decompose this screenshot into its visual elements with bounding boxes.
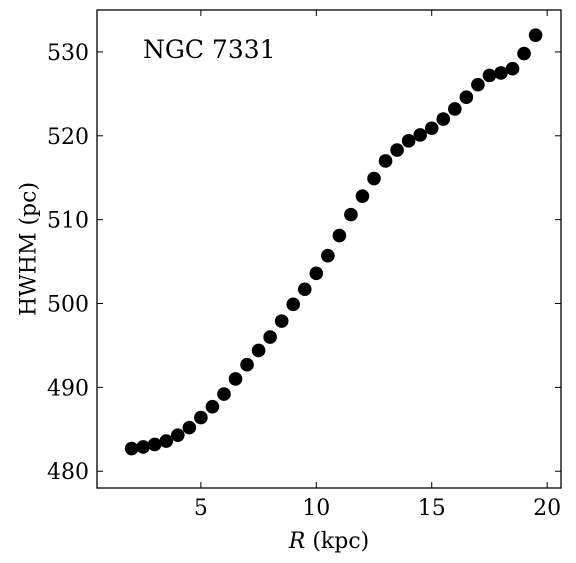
data-point: [297, 282, 312, 297]
data-point: [286, 297, 301, 312]
data-point: [170, 428, 185, 442]
y-tick-label: 530: [47, 41, 89, 66]
x-axis-label-unit: (kpc): [305, 529, 369, 554]
data-point: [240, 357, 254, 372]
data-point: [401, 134, 416, 148]
y-axis-label: HWHM (pc): [17, 182, 42, 316]
data-point: [505, 61, 520, 76]
y-axis-ticks: 480 490 500 510 520 530: [47, 41, 561, 485]
y-tick-label: 510: [47, 209, 89, 234]
x-axis-ticks: 5 10 15 20: [194, 10, 561, 521]
data-point: [124, 441, 139, 456]
data-point: [332, 228, 347, 243]
data-point: [436, 112, 451, 126]
data-point: [228, 372, 243, 386]
data-point: [528, 28, 543, 42]
y-tick-label: 520: [47, 125, 89, 150]
data-point: [344, 207, 358, 222]
data-point: [471, 77, 485, 92]
chart-annotation: NGC 7331: [143, 35, 276, 64]
data-point: [494, 66, 508, 80]
y-tick-label: 490: [47, 376, 89, 401]
data-point: [459, 90, 474, 105]
y-tick-label: 500: [47, 293, 89, 318]
data-point: [194, 410, 208, 425]
data-point: [309, 266, 324, 281]
x-tick-label: 20: [533, 496, 561, 521]
x-axis-label-symbol: R: [288, 529, 306, 554]
x-tick-label: 15: [418, 496, 446, 521]
data-point: [263, 330, 277, 344]
data-point: [367, 171, 381, 186]
data-point: [274, 314, 289, 328]
data-point: [136, 440, 150, 454]
data-point: [147, 437, 162, 452]
data-point: [448, 102, 462, 116]
data-point: [217, 387, 231, 401]
data-point: [159, 434, 174, 448]
data-point: [321, 248, 335, 263]
plot-frame: [96, 9, 562, 489]
data-point: [424, 121, 439, 136]
data-point: [182, 420, 197, 435]
data-point: [482, 68, 497, 83]
data-point: [355, 189, 370, 203]
y-tick-label: 480: [47, 460, 89, 485]
data-point: [517, 46, 531, 61]
data-point: [390, 143, 404, 157]
data-point: [378, 154, 393, 168]
x-axis-label: R (kpc): [288, 529, 369, 554]
data-point: [413, 128, 427, 142]
data-point: [251, 343, 266, 358]
data-points: [124, 28, 543, 456]
x-tick-label: 5: [194, 496, 208, 521]
data-point: [205, 399, 220, 414]
x-tick-label: 10: [302, 496, 330, 521]
